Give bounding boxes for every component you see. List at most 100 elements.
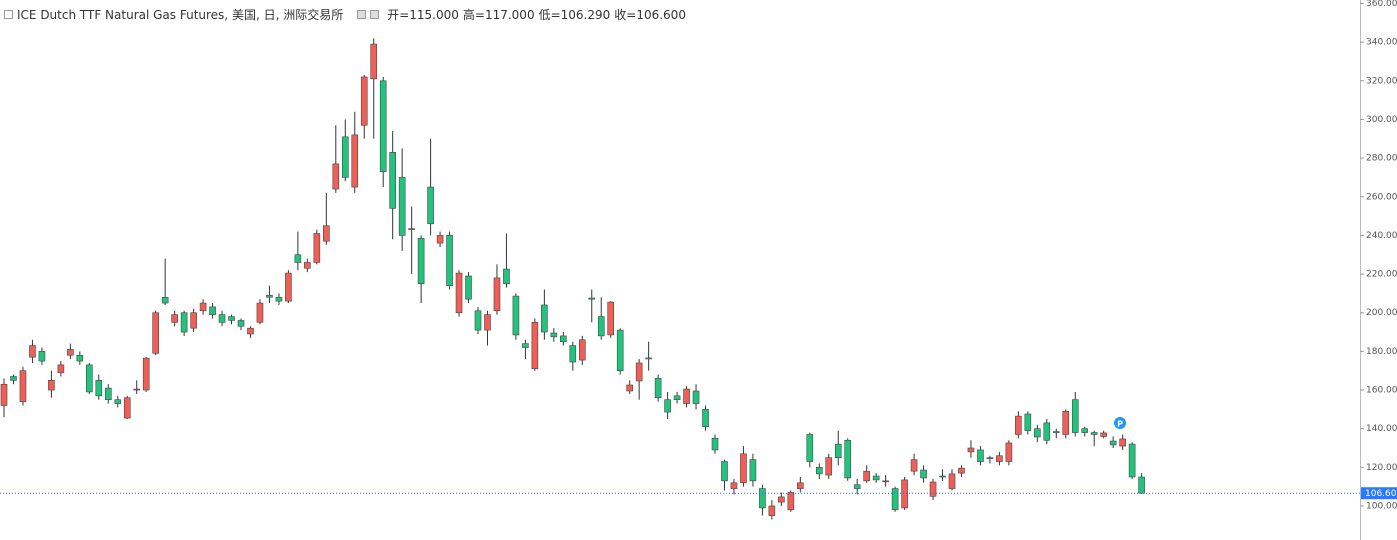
candle-body [209, 306, 216, 315]
candle-body [749, 459, 757, 482]
candle-body [711, 438, 719, 451]
legend-value: 117.000 [484, 8, 535, 22]
candle-body [48, 380, 55, 391]
candle-body [967, 447, 975, 453]
legend-label: 低= [538, 8, 561, 22]
candle-body [1005, 442, 1013, 462]
candle-body [351, 134, 359, 188]
candle-body [370, 43, 378, 80]
candle-body [825, 457, 833, 476]
collapse-icon[interactable] [4, 10, 13, 19]
candle-body [910, 459, 918, 472]
candle-body [778, 496, 785, 503]
icon[interactable] [357, 10, 367, 19]
candle-body [815, 467, 823, 475]
candle-body [1062, 410, 1070, 435]
candle-body [578, 339, 586, 361]
candle-body [313, 233, 321, 263]
y-tick-label: 180.000 [1366, 347, 1397, 357]
candle-body [702, 409, 709, 428]
candle-body [1052, 431, 1060, 433]
candle-body [408, 228, 415, 230]
candle-body [285, 272, 292, 302]
candle-body [142, 357, 150, 391]
candle-body [920, 469, 927, 479]
candle-body [664, 399, 671, 413]
candle-body [1090, 432, 1098, 435]
candle-body [379, 80, 387, 172]
candle-body [882, 480, 889, 483]
candle-body [256, 302, 264, 323]
y-tick-label: 340.000 [1366, 38, 1397, 48]
legend-label: 开= [387, 8, 410, 22]
candle-body [19, 370, 27, 402]
candle-body [57, 364, 65, 373]
y-tick-label: 260.000 [1366, 192, 1397, 202]
candle-body [958, 467, 965, 474]
marker-icon[interactable] [1114, 417, 1126, 429]
candle-body [95, 380, 103, 397]
candle-body [948, 473, 956, 489]
candle-body [901, 479, 908, 509]
candle-body [1138, 476, 1145, 494]
candle-body [683, 388, 690, 404]
candle-body [427, 186, 434, 225]
y-tick-label: 360.000 [1366, 0, 1397, 9]
legend-value: 115.000 [409, 8, 459, 22]
candle-body [1128, 443, 1136, 478]
candle-body [891, 488, 899, 511]
candle-body [465, 275, 472, 300]
candle-body [436, 235, 444, 244]
icon[interactable] [370, 10, 380, 19]
y-tick-label: 140.000 [1366, 424, 1397, 434]
candle-body [560, 335, 567, 343]
candle-body [597, 316, 605, 337]
candle-body [645, 357, 652, 360]
candle-body [152, 312, 159, 354]
candle-body [512, 295, 520, 336]
candle-body [1043, 422, 1051, 441]
legend-label: 收= [614, 8, 637, 22]
candle-body [806, 434, 814, 462]
candle-body [190, 312, 197, 329]
candle-body [323, 225, 330, 242]
candle-body [1081, 428, 1089, 433]
candle-body [0, 383, 8, 406]
candle-body [730, 482, 738, 489]
candle-body [588, 297, 596, 300]
marker-icon-text: P [1117, 420, 1123, 429]
candle-body [294, 254, 302, 263]
candle-body [626, 384, 633, 392]
header: ICE Dutch TTF Natural Gas Futures, 美国, 日… [4, 6, 686, 23]
y-tick-label: 320.000 [1366, 76, 1397, 86]
last-price-box [1361, 487, 1397, 500]
candle-body [673, 395, 681, 400]
candle-body [1015, 415, 1022, 435]
candle-body [768, 505, 776, 516]
candle-body [76, 354, 84, 362]
legend-label: 高= [462, 8, 485, 22]
candle-body [417, 238, 425, 285]
candle-body [844, 439, 852, 479]
legend-value: 106.290 [560, 8, 611, 22]
y-tick-label: 200.000 [1366, 308, 1397, 318]
candle-body [341, 136, 349, 178]
candle-body [493, 277, 501, 312]
candle-body [1071, 399, 1079, 433]
candle-body [759, 488, 766, 509]
candle-body [721, 461, 728, 482]
candle-body [607, 301, 615, 336]
candle-body [503, 268, 510, 285]
candle-body [67, 349, 74, 356]
last-price-label: 106.600 [1365, 489, 1397, 499]
candle-body [180, 312, 188, 333]
candle-body [484, 314, 491, 331]
candle-body [531, 322, 539, 370]
candle-body [929, 481, 937, 497]
candle-body [275, 296, 283, 302]
candle-body [863, 470, 870, 482]
candle-body [654, 378, 662, 399]
y-tick-label: 280.000 [1366, 154, 1397, 164]
candle-body [692, 390, 700, 404]
